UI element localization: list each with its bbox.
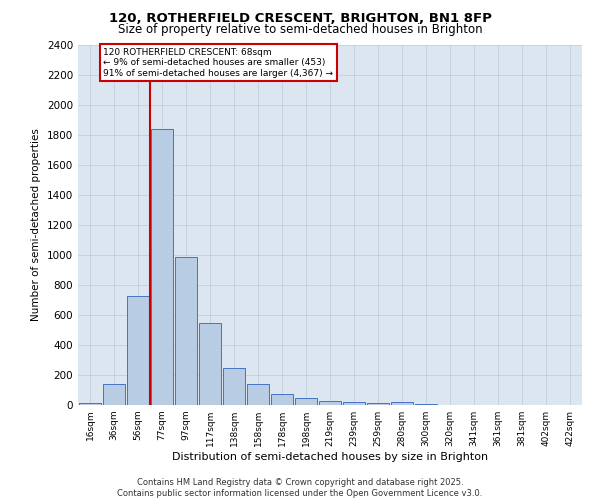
Bar [103,384,125,405]
Text: 120 ROTHERFIELD CRESCENT: 68sqm
← 9% of semi-detached houses are smaller (453)
9: 120 ROTHERFIELD CRESCENT: 68sqm ← 9% of … [103,48,333,78]
Text: Size of property relative to semi-detached houses in Brighton: Size of property relative to semi-detach… [118,22,482,36]
Bar [295,398,317,405]
Bar [343,402,365,405]
X-axis label: Distribution of semi-detached houses by size in Brighton: Distribution of semi-detached houses by … [172,452,488,462]
Text: 120, ROTHERFIELD CRESCENT, BRIGHTON, BN1 8FP: 120, ROTHERFIELD CRESCENT, BRIGHTON, BN1… [109,12,491,26]
Bar [367,403,389,405]
Bar [127,296,149,405]
Y-axis label: Number of semi-detached properties: Number of semi-detached properties [31,128,41,322]
Bar [79,403,101,405]
Bar [175,256,197,405]
Bar [199,322,221,405]
Bar [415,404,437,405]
Bar [319,401,341,405]
Bar [223,368,245,405]
Bar [391,402,413,405]
Bar [271,394,293,405]
Text: Contains HM Land Registry data © Crown copyright and database right 2025.
Contai: Contains HM Land Registry data © Crown c… [118,478,482,498]
Bar [151,129,173,405]
Bar [247,384,269,405]
